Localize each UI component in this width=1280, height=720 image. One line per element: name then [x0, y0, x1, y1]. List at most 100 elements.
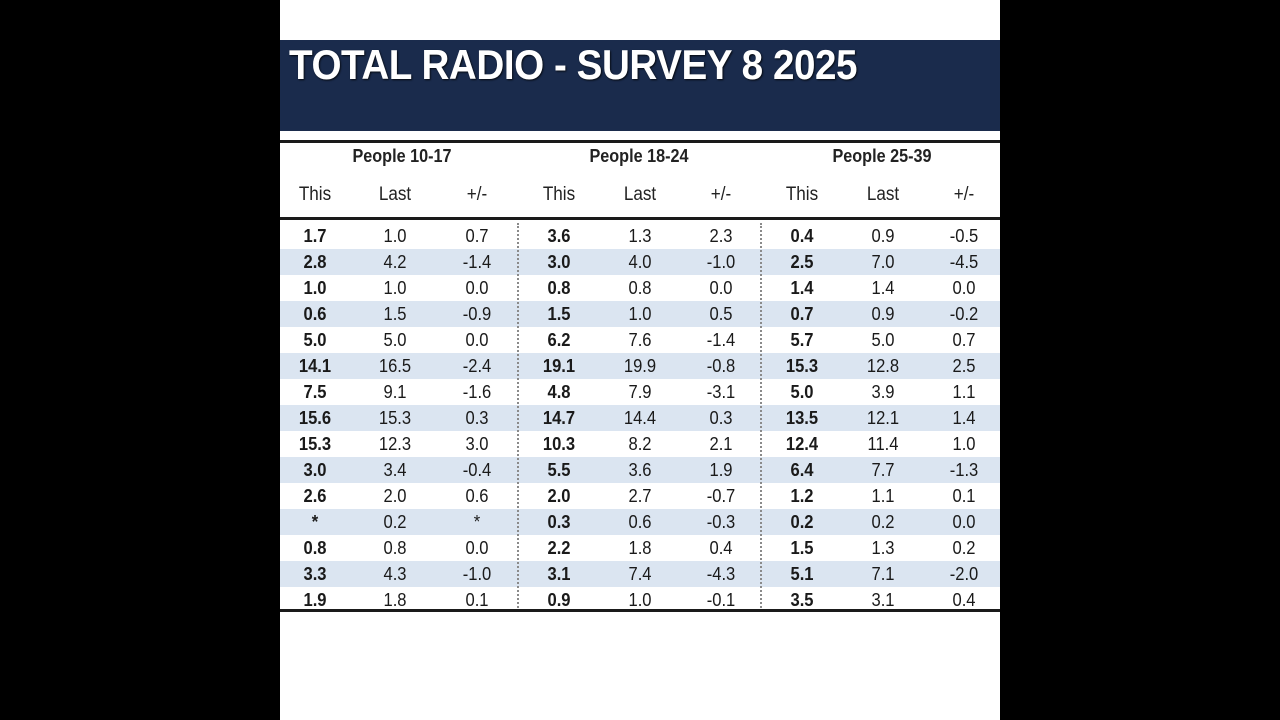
cell-change: 0.5: [709, 304, 733, 324]
cell-last: 3.1: [871, 590, 895, 610]
table-row: 1.9 1.8 0.1 0.9 1.0 -0.1 3.5 3.1 0.4: [280, 587, 1000, 613]
table-row: 3.3 4.3 -1.0 3.1 7.4 -4.3 5.1 7.1 -2.0: [280, 561, 1000, 587]
cell-this: 14.1: [298, 356, 332, 376]
cell-this: 15.3: [785, 356, 819, 376]
group-label-people-25-39: People 25-39: [832, 146, 932, 166]
cell-last: 1.4: [871, 278, 895, 298]
table-row: 5.0 5.0 0.0 6.2 7.6 -1.4 5.7 5.0 0.7: [280, 327, 1000, 353]
cell-change: 0.3: [465, 408, 489, 428]
cell-last: 7.7: [871, 460, 895, 480]
cell-this: 0.8: [547, 278, 571, 298]
cell-this: 6.2: [547, 330, 571, 350]
cell-this: 5.0: [303, 330, 327, 350]
cell-this: 3.1: [547, 564, 571, 584]
cell-change: -4.3: [706, 564, 736, 584]
cell-change: -4.5: [949, 252, 979, 272]
cell-this: 5.0: [790, 382, 814, 402]
cell-this: *: [311, 512, 319, 532]
table-row: 15.3 12.3 3.0 10.3 8.2 2.1 12.4 11.4 1.0: [280, 431, 1000, 457]
cell-last: 1.3: [628, 226, 652, 246]
cell-this: 12.4: [785, 434, 819, 454]
cell-last: 14.4: [623, 408, 657, 428]
column-header-change: +/-: [466, 184, 488, 205]
cell-change: 0.0: [952, 512, 976, 532]
cell-this: 1.9: [303, 590, 327, 610]
cell-last: 3.4: [383, 460, 407, 480]
cell-this: 10.3: [542, 434, 576, 454]
bottom-rule: [280, 609, 1000, 612]
cell-this: 3.0: [547, 252, 571, 272]
cell-last: 4.2: [383, 252, 407, 272]
cell-this: 2.8: [303, 252, 327, 272]
cell-this: 0.7: [790, 304, 814, 324]
cell-this: 15.3: [298, 434, 332, 454]
cell-last: 4.0: [628, 252, 652, 272]
cell-this: 2.0: [547, 486, 571, 506]
cell-last: 1.0: [628, 304, 652, 324]
cell-last: 4.3: [383, 564, 407, 584]
table-row: 0.6 1.5 -0.9 1.5 1.0 0.5 0.7 0.9 -0.2: [280, 301, 1000, 327]
cell-change: -0.1: [706, 590, 736, 610]
cell-this: 1.0: [303, 278, 327, 298]
cell-change: 2.3: [709, 226, 733, 246]
report-panel: TOTAL RADIO - SURVEY 8 2025 People 10-17…: [280, 0, 1000, 720]
column-header-this: This: [785, 184, 819, 205]
column-header-last: Last: [378, 184, 412, 205]
cell-last: 16.5: [378, 356, 412, 376]
top-rule: [280, 140, 1000, 143]
table-row: 2.6 2.0 0.6 2.0 2.7 -0.7 1.2 1.1 0.1: [280, 483, 1000, 509]
cell-change: -0.5: [949, 226, 979, 246]
cell-change: 0.4: [709, 538, 733, 558]
cell-last: 12.3: [378, 434, 412, 454]
cell-last: 1.8: [383, 590, 407, 610]
cell-this: 3.5: [790, 590, 814, 610]
cell-this: 2.5: [790, 252, 814, 272]
cell-last: 12.1: [866, 408, 900, 428]
cell-last: 1.3: [871, 538, 895, 558]
table-row: 3.0 3.4 -0.4 5.5 3.6 1.9 6.4 7.7 -1.3: [280, 457, 1000, 483]
cell-change: 0.0: [465, 330, 489, 350]
cell-this: 1.5: [547, 304, 571, 324]
column-header-change: +/-: [953, 184, 975, 205]
cell-change: -3.1: [706, 382, 736, 402]
cell-this: 6.4: [790, 460, 814, 480]
cell-last: 5.0: [871, 330, 895, 350]
table-row: 15.6 15.3 0.3 14.7 14.4 0.3 13.5 12.1 1.4: [280, 405, 1000, 431]
cell-change: -0.7: [706, 486, 736, 506]
cell-change: 1.4: [952, 408, 976, 428]
group-divider: [760, 223, 762, 611]
cell-change: -1.6: [462, 382, 492, 402]
table-row: 1.7 1.0 0.7 3.6 1.3 2.3 0.4 0.9 -0.5: [280, 223, 1000, 249]
cell-last: 0.2: [871, 512, 895, 532]
cell-change: 0.1: [952, 486, 976, 506]
cell-this: 3.3: [303, 564, 327, 584]
table-row: 7.5 9.1 -1.6 4.8 7.9 -3.1 5.0 3.9 1.1: [280, 379, 1000, 405]
cell-change: 2.5: [952, 356, 976, 376]
cell-last: 1.0: [383, 278, 407, 298]
cell-change: -2.4: [462, 356, 492, 376]
cell-change: 0.7: [952, 330, 976, 350]
cell-last: 11.4: [867, 434, 899, 454]
group-label-people-10-17: People 10-17: [352, 146, 452, 166]
cell-change: -0.2: [949, 304, 979, 324]
cell-last: 1.0: [383, 226, 407, 246]
cell-this: 0.6: [303, 304, 327, 324]
cell-change: -0.9: [462, 304, 492, 324]
cell-last: 0.9: [871, 304, 895, 324]
cell-change: 1.9: [709, 460, 733, 480]
table-body: 1.7 1.0 0.7 3.6 1.3 2.3 0.4 0.9 -0.5 2.8 4.2 -1.4 3.…: [280, 223, 1000, 613]
cell-change: 0.0: [465, 538, 489, 558]
cell-last: 2.7: [628, 486, 652, 506]
cell-last: 7.6: [628, 330, 652, 350]
cell-this: 0.8: [303, 538, 327, 558]
cell-this: 1.7: [303, 226, 327, 246]
ratings-table: People 10-17 People 18-24 People 25-39 T…: [280, 140, 1000, 612]
cell-change: -1.4: [706, 330, 736, 350]
cell-last: 1.0: [628, 590, 652, 610]
column-header-last: Last: [623, 184, 657, 205]
cell-last: 3.6: [628, 460, 652, 480]
cell-this: 0.3: [547, 512, 571, 532]
cell-this: 2.2: [547, 538, 571, 558]
cell-change: -1.0: [706, 252, 736, 272]
column-header-change: +/-: [710, 184, 732, 205]
